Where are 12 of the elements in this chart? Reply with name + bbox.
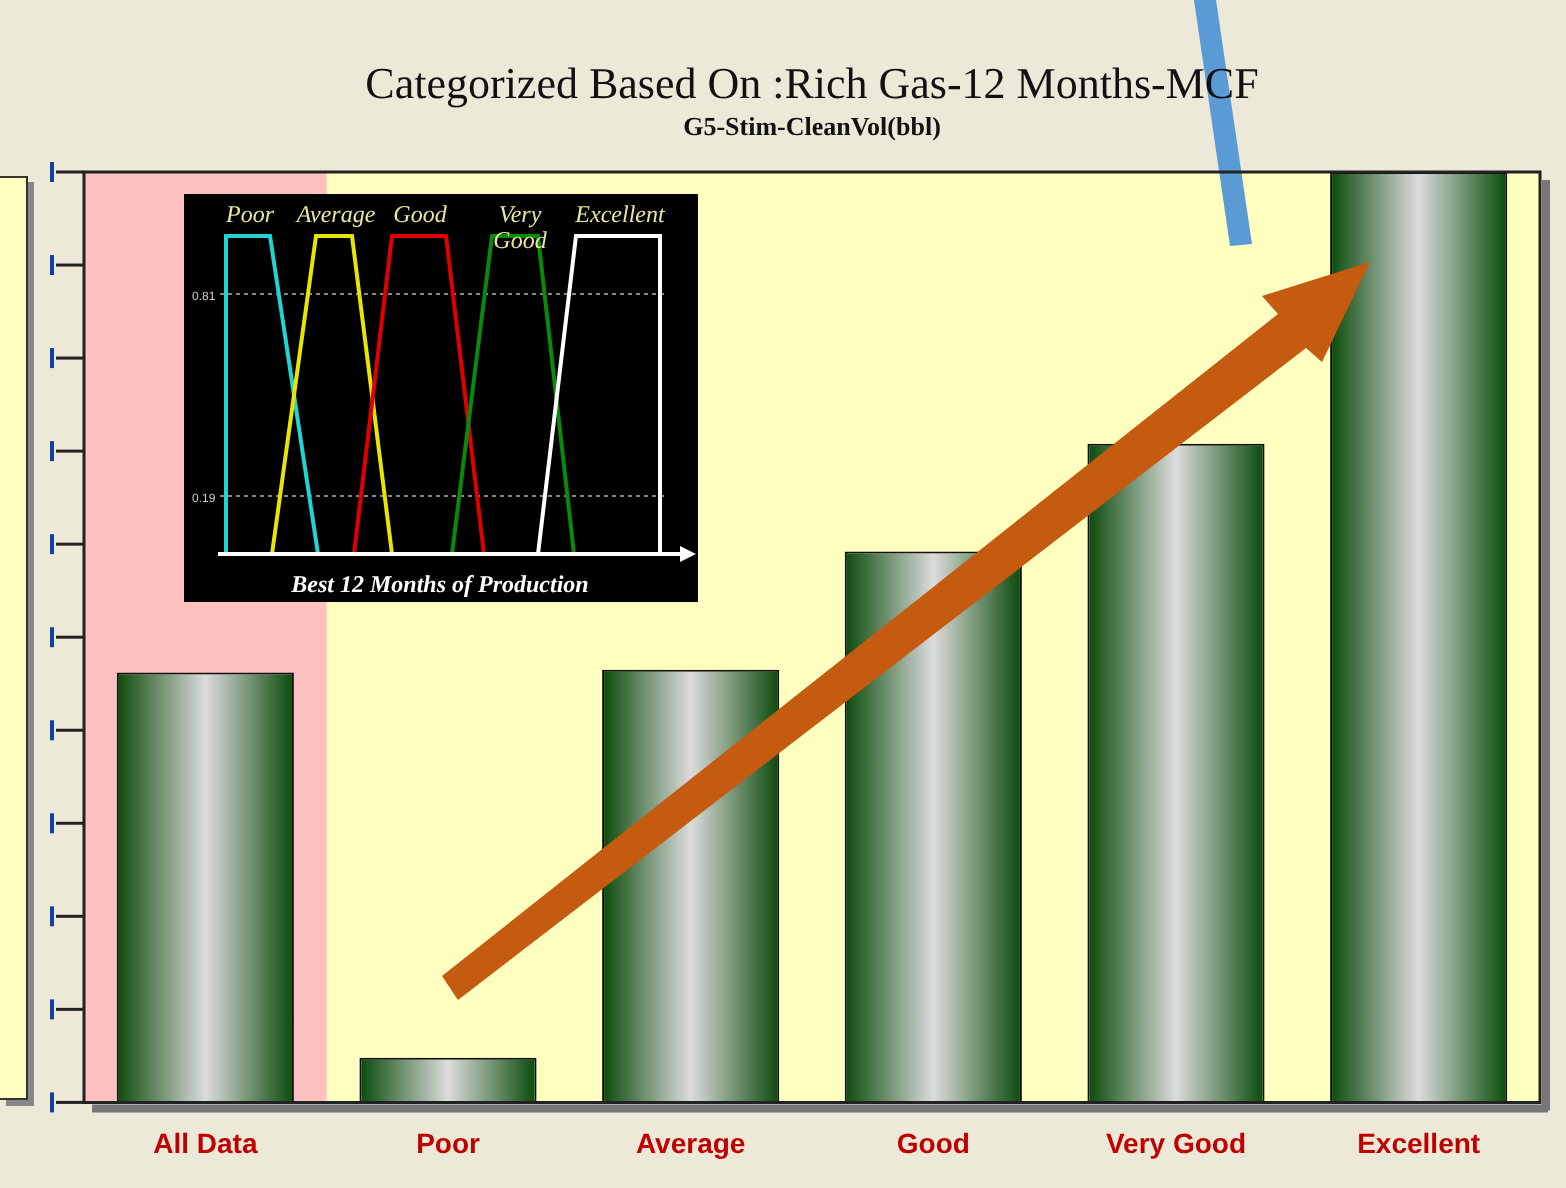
annotation: Good <box>393 200 449 228</box>
x-tick-label: All Data <box>153 1126 258 1159</box>
x-tick-label: Average <box>635 1126 746 1159</box>
annotation: Average <box>294 200 377 228</box>
x-tick-label: Very Good <box>1105 1126 1247 1159</box>
x-tick-label: Excellent <box>1357 1126 1481 1159</box>
x-tick-label: Good <box>896 1126 970 1159</box>
annotation: Best 12 Months of Production <box>289 570 590 598</box>
x-tick-label: Poor <box>416 1126 481 1159</box>
chart-subtitle: G5-Stim-CleanVol(bbl) <box>683 111 941 142</box>
annotation: Poor <box>224 200 275 228</box>
annotation: Excellent <box>573 200 666 228</box>
